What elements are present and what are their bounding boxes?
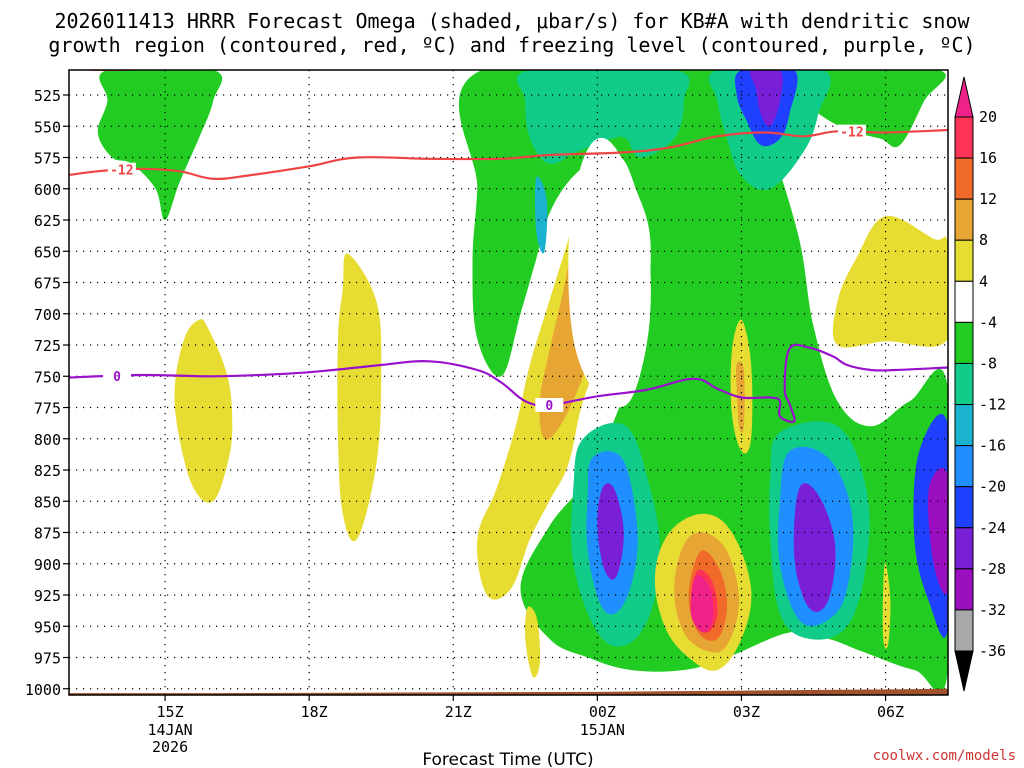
violet-core-0300z-upper [749, 70, 783, 127]
x-tick-label-00Z: 00Z [589, 703, 616, 721]
terrain-layer [69, 688, 948, 695]
green-tongue-upper-right [797, 70, 946, 148]
colorbar-swatch--36-to--32 [954, 609, 974, 652]
yellow-sliver-2240z [524, 606, 541, 678]
dendritic-growth-bottom-label-bg-2 [837, 124, 866, 139]
y-tick-label-975: 975 [34, 650, 61, 668]
colorbar-label--36: -36 [979, 642, 1006, 660]
x-axis-label: Forecast Time (UTC) [422, 750, 593, 768]
colorbar-swatch-8-to-12 [954, 198, 974, 241]
colorbar-bottom-arrow [954, 650, 974, 692]
y-tick-label-900: 900 [34, 556, 61, 574]
y-tick-label-800: 800 [34, 431, 61, 449]
x-tick-label-15Z: 15Z [157, 703, 184, 721]
colorbar-swatch--24-to--20 [954, 486, 974, 529]
magenta-core-0200z [690, 575, 714, 633]
colorbar-label-16: 16 [979, 149, 997, 167]
colorbar-label--8: -8 [979, 354, 997, 372]
contour-labels: -12 0 -12 0 [103, 124, 866, 414]
colorbar-label-12: 12 [979, 190, 997, 208]
y-tick-label-575: 575 [34, 150, 61, 168]
y-tick-label-850: 850 [34, 493, 61, 511]
y-tick-label-825: 825 [34, 462, 61, 480]
colorbar-swatch-16-to-20 [954, 116, 974, 159]
dendritic-growth-bottom-contour [69, 128, 948, 181]
violet-core-0700z-edge [927, 468, 948, 595]
freezing-level-label-bg-2 [535, 398, 564, 412]
freezing-level-label-2: 0 [545, 399, 553, 414]
y-tick-label-1000: 1000 [25, 681, 61, 699]
colorbar-top-arrow [954, 76, 974, 118]
white-wedge-0100z [568, 137, 651, 408]
x-tick-label-18Z: 18Z [301, 703, 328, 721]
colorbar-label--4: -4 [979, 313, 997, 331]
colorbar: 20 16 12 8 4 -4 -8 -12 -16 -20 -24 -28 -32 -36 [954, 76, 1006, 692]
x-tick-label-06Z: 06Z [877, 703, 904, 721]
terrain-surface [69, 688, 948, 695]
green-tongue-upper-left [97, 70, 223, 221]
freezing-level-label-bg [103, 368, 132, 383]
freezing-level-label: 0 [113, 370, 121, 385]
colorbar-swatch--4-to-4 [954, 280, 974, 323]
teal-band-upper [516, 70, 690, 165]
colorbar-swatch--28-to--24 [954, 527, 974, 570]
x-tick-sublabel-00Z-0: 15JAN [580, 721, 625, 739]
x-tick-sublabel-15Z-1: 2026 [152, 738, 188, 756]
colorbar-swatch-4-to-8 [954, 239, 974, 282]
colorbar-label--16: -16 [979, 437, 1006, 455]
y-tick-label-550: 550 [34, 118, 61, 136]
yellow-sliver-0600z [882, 563, 891, 649]
omega-shading [97, 70, 948, 694]
colorbar-label-20: 20 [979, 108, 997, 126]
colorbar-swatch--20-to--16 [954, 445, 974, 488]
colorbar-label--12: -12 [979, 396, 1006, 414]
colorbar-label--32: -32 [979, 601, 1006, 619]
cyan-streak-2230z [534, 176, 548, 254]
credit-link[interactable]: coolwx.com/models [873, 748, 1016, 764]
colorbar-label--20: -20 [979, 478, 1006, 496]
y-tick-label-775: 775 [34, 400, 61, 418]
colorbar-label-8: 8 [979, 231, 988, 249]
contour-lines [69, 70, 948, 424]
colorbar-swatch-12-to-16 [954, 157, 974, 200]
chart-title-line-1: 2026011413 HRRR Forecast Omega (shaded, … [54, 9, 970, 33]
y-tick-label-600: 600 [34, 181, 61, 199]
y-tick-label-625: 625 [34, 212, 61, 230]
y-tick-label-950: 950 [34, 618, 61, 636]
x-tick-label-21Z: 21Z [445, 703, 472, 721]
y-axis-ticks: 525 550 575 600 625 650 675 700 725 750 775 800 825 8… [25, 87, 69, 699]
colorbar-swatch--16-to--12 [954, 404, 974, 447]
y-tick-label-700: 700 [34, 306, 61, 324]
y-tick-label-675: 675 [34, 275, 61, 293]
freezing-level-contour [69, 343, 948, 424]
colorbar-swatch--32-to--28 [954, 568, 974, 611]
y-tick-label-525: 525 [34, 87, 61, 105]
y-tick-label-750: 750 [34, 368, 61, 386]
dendritic-growth-bottom-label-2: -12 [840, 126, 863, 141]
chart-title-line-2: growth region (contoured, red, ºC) and f… [48, 33, 975, 57]
plot-frame [68, 69, 949, 696]
x-tick-label-03Z: 03Z [733, 703, 760, 721]
y-tick-label-875: 875 [34, 525, 61, 543]
colorbar-swatch--12-to--8 [954, 362, 974, 406]
x-tick-sublabel-15Z-0: 14JAN [147, 721, 192, 739]
y-tick-label-650: 650 [34, 243, 61, 261]
dendritic-growth-bottom-label: -12 [110, 164, 133, 179]
yellow-cell-16z [174, 319, 233, 503]
violet-core-0400z-lower [793, 483, 836, 612]
yellow-patch-0600z-mid [832, 216, 948, 348]
violet-core-0000z-lower [597, 483, 624, 580]
colorbar-label--24: -24 [979, 519, 1006, 537]
y-tick-label-725: 725 [34, 337, 61, 355]
colorbar-label-4: 4 [979, 272, 988, 290]
colorbar-label--28: -28 [979, 560, 1006, 578]
colorbar-swatch--8-to--4 [954, 321, 974, 364]
y-tick-label-925: 925 [34, 587, 61, 605]
dendritic-growth-bottom-label-bg [107, 162, 136, 177]
